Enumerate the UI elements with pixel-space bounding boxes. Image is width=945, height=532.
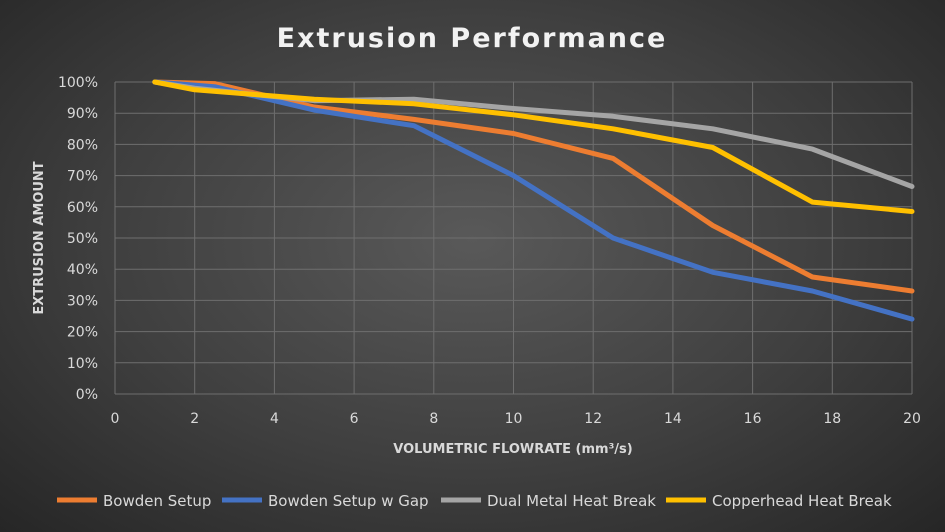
legend: Bowden Setup Bowden Setup w Gap Dual Metal… xyxy=(57,492,892,510)
y-tick-label: 80% xyxy=(67,137,98,153)
y-axis-title: EXTRUSION AMOUNT xyxy=(32,161,47,314)
legend-label-bowden-setup-w-gap: Bowden Setup w Gap xyxy=(268,492,429,510)
x-tick-label: 6 xyxy=(350,411,359,427)
y-tick-label: 60% xyxy=(67,200,98,216)
y-tick-label: 10% xyxy=(67,356,98,372)
y-tick-label: 20% xyxy=(67,325,98,341)
x-tick-label: 14 xyxy=(664,411,682,427)
legend-label-dual-metal-heat-break: Dual Metal Heat Break xyxy=(487,492,656,510)
x-tick-label: 18 xyxy=(823,411,841,427)
series-line-copperhead-heat-break xyxy=(152,79,915,214)
x-tick-label: 10 xyxy=(505,411,523,427)
y-tick-label: 40% xyxy=(67,262,98,278)
x-tick-label: 0 xyxy=(111,411,120,427)
legend-label-bowden-setup: Bowden Setup xyxy=(103,492,211,510)
x-axis-tick-labels: 0 2 4 6 8 10 12 14 16 18 20 xyxy=(111,411,921,427)
x-tick-label: 8 xyxy=(429,411,438,427)
y-tick-label: 100% xyxy=(58,75,98,91)
y-tick-label: 50% xyxy=(67,231,98,247)
y-tick-label: 90% xyxy=(67,106,98,122)
y-tick-label: 30% xyxy=(67,293,98,309)
legend-label-copperhead-heat-break: Copperhead Heat Break xyxy=(712,492,892,510)
x-tick-label: 2 xyxy=(190,411,199,427)
gridlines xyxy=(114,81,913,395)
x-axis-title: VOLUMETRIC FLOWRATE (mm³/s) xyxy=(393,442,632,457)
y-tick-label: 70% xyxy=(67,169,98,185)
chart-title: Extrusion Performance xyxy=(277,23,668,54)
series-lines xyxy=(152,79,915,322)
x-tick-label: 20 xyxy=(903,411,921,427)
y-axis-tick-labels: 0% 10% 20% 30% 40% 50% 60% 70% 80% 90% 100% xyxy=(58,75,98,403)
x-tick-label: 12 xyxy=(584,411,602,427)
x-tick-label: 4 xyxy=(270,411,279,427)
x-tick-label: 16 xyxy=(744,411,762,427)
y-tick-label: 0% xyxy=(76,387,98,403)
